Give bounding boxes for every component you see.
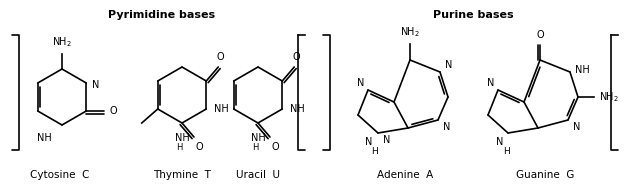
Text: Cytosine  C: Cytosine C — [31, 170, 90, 180]
Text: NH: NH — [290, 104, 305, 114]
Text: H: H — [502, 147, 509, 156]
Text: NH$_2$: NH$_2$ — [599, 90, 619, 104]
Text: H: H — [372, 147, 378, 156]
Text: O: O — [109, 106, 117, 116]
Text: N: N — [495, 137, 503, 147]
Text: NH: NH — [575, 65, 590, 75]
Text: H: H — [176, 143, 182, 152]
Text: Uracil  U: Uracil U — [236, 170, 280, 180]
Text: O: O — [272, 142, 280, 152]
Text: NH: NH — [214, 104, 229, 114]
Text: O: O — [217, 52, 224, 62]
Text: N: N — [357, 78, 364, 88]
Text: N: N — [445, 60, 452, 70]
Text: NH: NH — [175, 133, 189, 143]
Text: N: N — [383, 135, 391, 145]
Text: N: N — [573, 122, 580, 132]
Text: O: O — [196, 142, 203, 152]
Text: NH$_2$: NH$_2$ — [400, 25, 420, 39]
Text: Thymine  T: Thymine T — [153, 170, 211, 180]
Text: Adenine  A: Adenine A — [377, 170, 433, 180]
Text: Pyrimidine bases: Pyrimidine bases — [109, 10, 215, 20]
Text: Purine bases: Purine bases — [432, 10, 514, 20]
Text: NH: NH — [251, 133, 265, 143]
Text: O: O — [293, 52, 300, 62]
Text: N: N — [92, 80, 100, 90]
Text: H: H — [252, 143, 258, 152]
Text: NH$_2$: NH$_2$ — [52, 35, 72, 49]
Text: Guanine  G: Guanine G — [516, 170, 574, 180]
Text: N: N — [487, 78, 494, 88]
Text: N: N — [443, 122, 451, 132]
Text: NH: NH — [37, 133, 52, 143]
Text: O: O — [536, 30, 544, 40]
Text: N: N — [364, 137, 372, 147]
